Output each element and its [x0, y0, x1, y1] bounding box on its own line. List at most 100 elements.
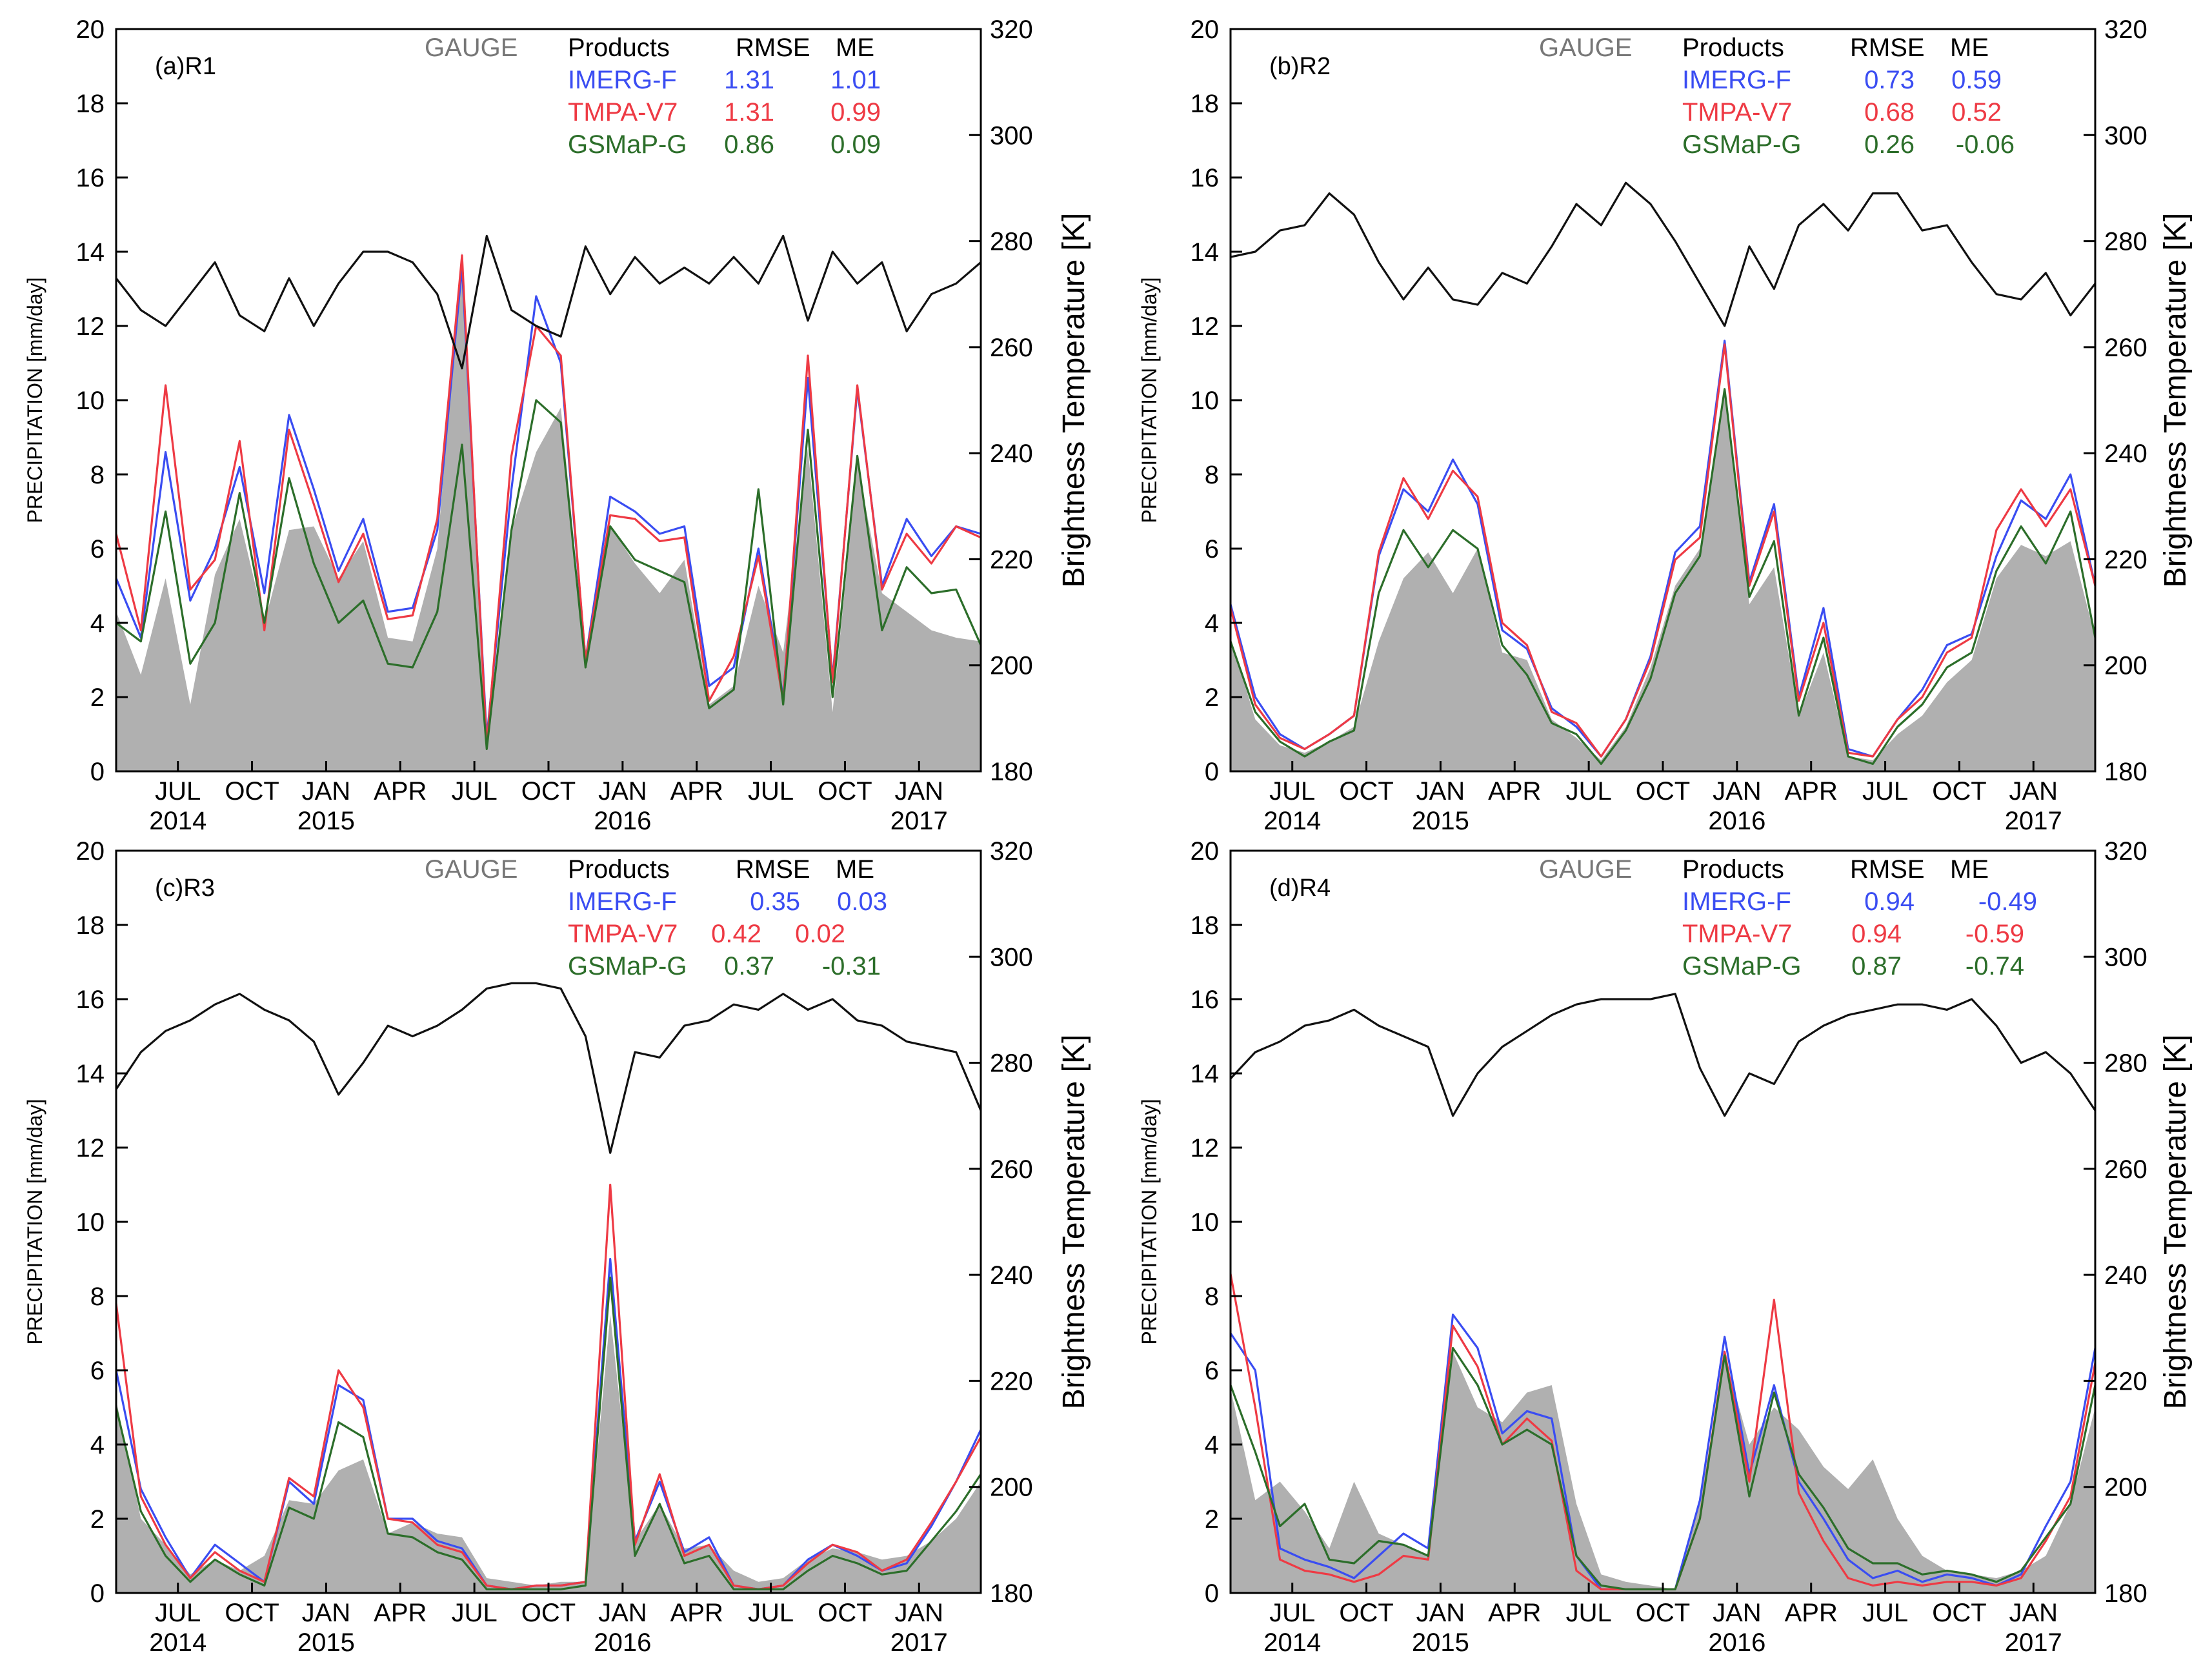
panel-a-tb-line	[115, 234, 982, 370]
panel-a-legend-gsmap: GSMaP-G	[568, 130, 687, 159]
panel-d-legend-products: Products	[1682, 855, 1784, 884]
panel-d-ytick-label-left: 4	[1205, 1431, 1219, 1459]
panel-c-tb-line	[115, 982, 982, 1154]
panel-d-legend-imerg: IMERG-F	[1682, 887, 1791, 916]
panel-b-legend: GAUGE Products RMSE ME IMERG-F TMPA-V7 G…	[1539, 34, 2015, 159]
panel-b-xtick-label: APR	[1488, 777, 1541, 806]
panel-d-ytick-label-right: 280	[2104, 1049, 2147, 1078]
panel-c-tmpa-line	[115, 1183, 982, 1590]
panel-c-ytick-label-left: 20	[76, 837, 105, 866]
panel-c-ytick-label-left: 2	[90, 1505, 105, 1534]
panel-b-year-label: 2014	[1263, 807, 1321, 835]
panel-a-ytick-label-left: 12	[76, 312, 105, 341]
panel-d-gsmap-rmse: 0.87	[1851, 952, 1902, 980]
panel-a-legend-tmpa: TMPA-V7	[568, 98, 678, 127]
panel-b-ytick-label-left: 4	[1205, 609, 1219, 638]
panel-d-xtick-label: OCT	[1636, 1599, 1690, 1627]
panel-a-ytick-label-right: 200	[990, 652, 1033, 680]
panel-c-ytick-label-left: 0	[90, 1579, 105, 1608]
panel-a-title: (a)R1	[155, 53, 216, 80]
panel-c-legend: GAUGE Products RMSE ME IMERG-F TMPA-V7 G…	[425, 855, 887, 980]
panel-b-gauge-area	[1231, 392, 2095, 771]
panel-c-xtick-label: JAN	[894, 1599, 943, 1627]
panel-c-xtick-label: OCT	[521, 1599, 576, 1627]
panel-d-ytick-label-left: 10	[1191, 1208, 1220, 1237]
panel-c-xtick-label: JUL	[748, 1599, 794, 1627]
panel-d-xtick-label: JUL	[1862, 1599, 1908, 1627]
panel-a-xtick-label: OCT	[818, 777, 872, 806]
panel-c-legend-tmpa: TMPA-V7	[568, 920, 678, 948]
panel-d-legend: GAUGE Products RMSE ME IMERG-F TMPA-V7 G…	[1539, 855, 2037, 980]
panel-b-imerg-me: 0.59	[1951, 66, 2002, 94]
panel-a-ytick-label-left: 20	[76, 15, 105, 44]
panel-c-imerg-line	[115, 1257, 982, 1590]
panel-c-ytick-label-left: 14	[76, 1060, 105, 1088]
panel-c-ylabel-right: Brightness Temperature [K]	[1057, 1035, 1091, 1410]
panel-b-ylabel-right: Brightness Temperature [K]	[2158, 213, 2193, 588]
panel-d-ytick-label-right: 220	[2104, 1367, 2147, 1395]
panel-a: 0 2 4 6 8 10 12 14 16 18 20 180 200 220 240 260 280 300 32…	[23, 15, 1091, 835]
panel-c-ytick-label-left: 4	[90, 1431, 105, 1459]
panel-c-xtick-label: JAN	[302, 1599, 351, 1627]
panel-c-year-label: 2015	[297, 1628, 355, 1657]
panel-a-legend-rmse: RMSE	[736, 34, 810, 62]
panel-a-ytick-label-left: 4	[90, 609, 105, 638]
panel-d-ytick-label-right: 300	[2104, 943, 2147, 971]
panel-d-ytick-label-right: 240	[2104, 1261, 2147, 1290]
panel-d-imerg-me: -0.49	[1978, 887, 2037, 916]
panel-a-ytick-label-left: 0	[90, 758, 105, 786]
panel-a-ytick-label-left: 10	[76, 387, 105, 415]
panel-c-xtick-label: APR	[374, 1599, 427, 1627]
panel-b-ytick-label-right: 180	[2104, 758, 2147, 786]
panel-d-ytick-label-right: 320	[2104, 837, 2147, 866]
panel-c-ytick-label-right: 300	[990, 943, 1033, 971]
panel-a-xtick-label: JUL	[452, 777, 498, 806]
panel-b-tmpa-me: 0.52	[1951, 98, 2002, 127]
panel-a-ytick-label-right: 300	[990, 121, 1033, 150]
panel-a-gauge-area	[116, 252, 981, 771]
panel-a-xtick-label: OCT	[225, 777, 279, 806]
panel-c-ytick-label-right: 280	[990, 1049, 1033, 1078]
panel-d-legend-gsmap: GSMaP-G	[1682, 952, 1801, 980]
panel-a-plot: 0 2 4 6 8 10 12 14 16 18 20 180 200 220 240 260 280 300 32…	[76, 15, 1033, 835]
panel-a-ylabel: PRECIPITATION [mm/day]	[23, 277, 46, 523]
panel-c-xtick-label: OCT	[818, 1599, 872, 1627]
panel-a-imerg-rmse: 1.31	[724, 66, 774, 94]
panel-c-title: (c)R3	[155, 875, 215, 902]
panel-d-ytick-label-right: 200	[2104, 1474, 2147, 1502]
panel-a-ytick-label-right: 260	[990, 334, 1033, 362]
panel-d-year-label: 2015	[1412, 1628, 1469, 1657]
panel-a-year-label: 2016	[594, 807, 651, 835]
panel-d-gsmap-me: -0.74	[1966, 952, 2024, 980]
panel-c-legend-rmse: RMSE	[736, 855, 810, 884]
panel-a-ytick-label-right: 180	[990, 758, 1033, 786]
panel-c-xtick-label: JAN	[598, 1599, 647, 1627]
panel-c-frame	[115, 849, 982, 1594]
panel-b-legend-rmse: RMSE	[1850, 34, 1925, 62]
panel-c-xtick-label: JUL	[155, 1599, 201, 1627]
panel-d-ylabel-right: Brightness Temperature [K]	[2158, 1035, 2193, 1410]
panel-d-xtick-label: JUL	[1269, 1599, 1315, 1627]
panel-d-year-label: 2017	[2005, 1628, 2062, 1657]
panel-b-frame	[1229, 28, 2096, 773]
panel-b-xtick-label: JUL	[1269, 777, 1315, 806]
panel-c-xtick-label: JUL	[452, 1599, 498, 1627]
panel-c-gsmap-rmse: 0.37	[724, 952, 774, 980]
panel-b-ytick-label-left: 18	[1191, 90, 1220, 118]
panel-b-gsmap-rmse: 0.26	[1864, 130, 1915, 159]
panel-d-legend-rmse: RMSE	[1850, 855, 1925, 884]
panel-a-year-label: 2014	[149, 807, 206, 835]
panel-a-xtick-label: JAN	[302, 777, 351, 806]
panel-b-imerg-rmse: 0.73	[1864, 66, 1915, 94]
panel-a-ylabel-right: Brightness Temperature [K]	[1057, 213, 1091, 588]
panel-b-legend-imerg: IMERG-F	[1682, 66, 1791, 94]
panel-b-plot: 0 2 4 6 8 10 12 14 16 18 20 180 200 220 240 260 280 300 32…	[1191, 15, 2147, 835]
panel-a-ytick-label-left: 18	[76, 90, 105, 118]
panel-d-ytick-label-right: 260	[2104, 1155, 2147, 1184]
panel-a-xtick-label: JUL	[155, 777, 201, 806]
panel-c-legend-me: ME	[836, 855, 874, 884]
panel-c-legend-products: Products	[568, 855, 670, 884]
panel-c-ylabel: PRECIPITATION [mm/day]	[23, 1099, 46, 1344]
panel-c-ytick-label-right: 260	[990, 1155, 1033, 1184]
panel-a-ytick-label-right: 320	[990, 15, 1033, 44]
